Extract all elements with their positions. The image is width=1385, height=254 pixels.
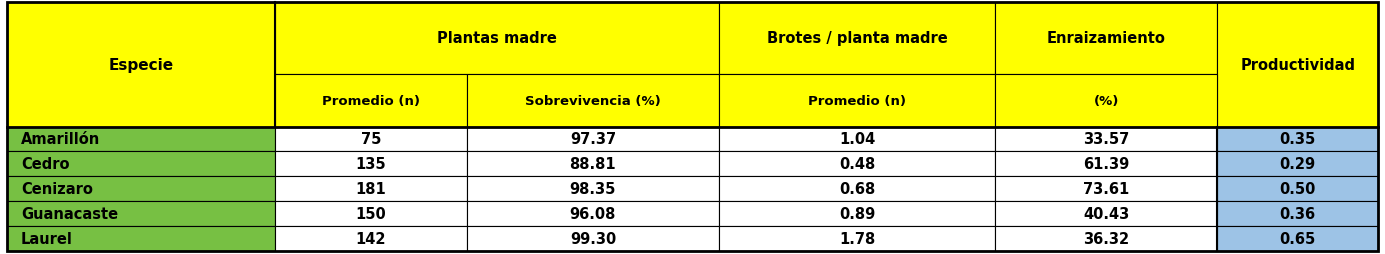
Text: 96.08: 96.08 bbox=[569, 207, 616, 221]
Bar bbox=[994, 3, 1217, 75]
Text: Sobrevivencia (%): Sobrevivencia (%) bbox=[525, 94, 661, 107]
Text: 1.04: 1.04 bbox=[839, 132, 875, 147]
Bar bbox=[467, 127, 719, 152]
Text: 0.65: 0.65 bbox=[1280, 232, 1316, 246]
Text: 181: 181 bbox=[356, 182, 386, 197]
Bar bbox=[719, 152, 994, 177]
Bar bbox=[1217, 127, 1378, 152]
Text: Plantas madre: Plantas madre bbox=[438, 31, 557, 46]
Text: Guanacaste: Guanacaste bbox=[21, 207, 118, 221]
Bar bbox=[276, 3, 719, 75]
Bar bbox=[1217, 152, 1378, 177]
Bar bbox=[1217, 227, 1378, 251]
Text: Enraizamiento: Enraizamiento bbox=[1047, 31, 1166, 46]
Bar bbox=[1217, 3, 1378, 127]
Text: 150: 150 bbox=[356, 207, 386, 221]
Bar bbox=[467, 75, 719, 127]
Bar bbox=[7, 177, 276, 202]
Text: Especie: Especie bbox=[108, 57, 173, 72]
Text: 99.30: 99.30 bbox=[569, 232, 616, 246]
Bar bbox=[719, 202, 994, 227]
Bar bbox=[7, 227, 276, 251]
Text: 75: 75 bbox=[360, 132, 381, 147]
Text: 33.57: 33.57 bbox=[1083, 132, 1129, 147]
Bar bbox=[7, 202, 276, 227]
Text: 0.48: 0.48 bbox=[839, 157, 875, 172]
Bar bbox=[1217, 202, 1378, 227]
Text: Promedio (n): Promedio (n) bbox=[809, 94, 906, 107]
Text: Promedio (n): Promedio (n) bbox=[321, 94, 420, 107]
Text: 0.89: 0.89 bbox=[839, 207, 875, 221]
Bar bbox=[994, 177, 1217, 202]
Bar bbox=[7, 152, 276, 177]
Text: (%): (%) bbox=[1093, 94, 1119, 107]
Text: 73.61: 73.61 bbox=[1083, 182, 1129, 197]
Bar bbox=[467, 202, 719, 227]
Bar bbox=[719, 127, 994, 152]
Text: 1.78: 1.78 bbox=[839, 232, 875, 246]
Bar bbox=[719, 75, 994, 127]
Bar bbox=[467, 152, 719, 177]
Bar bbox=[7, 127, 276, 152]
Bar bbox=[276, 75, 467, 127]
Text: Cedro: Cedro bbox=[21, 157, 69, 172]
Bar bbox=[719, 177, 994, 202]
Text: 135: 135 bbox=[356, 157, 386, 172]
Bar bbox=[276, 177, 467, 202]
Bar bbox=[467, 227, 719, 251]
Bar bbox=[7, 3, 276, 127]
Bar bbox=[719, 227, 994, 251]
Bar bbox=[467, 177, 719, 202]
Text: 0.29: 0.29 bbox=[1280, 157, 1316, 172]
Text: 0.36: 0.36 bbox=[1280, 207, 1316, 221]
Text: 142: 142 bbox=[356, 232, 386, 246]
Text: Cenizaro: Cenizaro bbox=[21, 182, 93, 197]
Text: 0.50: 0.50 bbox=[1280, 182, 1316, 197]
Bar bbox=[1217, 177, 1378, 202]
Text: Brotes / planta madre: Brotes / planta madre bbox=[767, 31, 947, 46]
Bar bbox=[276, 127, 467, 152]
Bar bbox=[276, 227, 467, 251]
Bar bbox=[994, 227, 1217, 251]
Text: Productividad: Productividad bbox=[1240, 57, 1355, 72]
Text: 36.32: 36.32 bbox=[1083, 232, 1129, 246]
Bar bbox=[994, 127, 1217, 152]
Bar bbox=[276, 152, 467, 177]
Bar bbox=[276, 202, 467, 227]
Text: 0.35: 0.35 bbox=[1280, 132, 1316, 147]
Text: 40.43: 40.43 bbox=[1083, 207, 1129, 221]
Text: 97.37: 97.37 bbox=[569, 132, 616, 147]
Bar bbox=[994, 75, 1217, 127]
Text: 0.68: 0.68 bbox=[839, 182, 875, 197]
Text: Amarillón: Amarillón bbox=[21, 132, 100, 147]
Text: 98.35: 98.35 bbox=[569, 182, 616, 197]
Bar bbox=[994, 202, 1217, 227]
Text: 61.39: 61.39 bbox=[1083, 157, 1129, 172]
Bar bbox=[719, 3, 994, 75]
Text: Laurel: Laurel bbox=[21, 232, 72, 246]
Text: 88.81: 88.81 bbox=[569, 157, 616, 172]
Bar bbox=[994, 152, 1217, 177]
